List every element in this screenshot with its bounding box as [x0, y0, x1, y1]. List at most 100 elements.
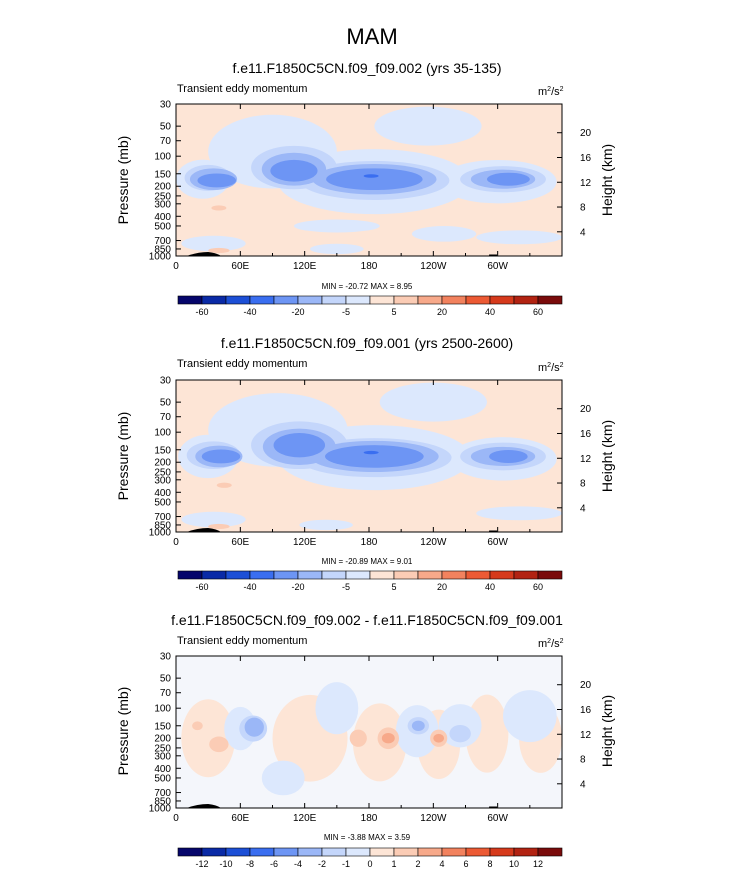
colorbar-swatch	[489, 295, 515, 305]
colorbar-swatch	[177, 847, 203, 857]
colorbar-swatch	[465, 295, 491, 305]
contour-region	[489, 449, 528, 463]
colorbar-swatch	[177, 295, 203, 305]
min-max-stats: MIN = -20.72 MAX = 8.95	[322, 282, 413, 291]
colorbar-label: 2	[415, 859, 420, 869]
colorbar-swatch	[369, 295, 395, 305]
colorbar-swatch	[393, 295, 419, 305]
colorbar-swatch	[489, 847, 515, 857]
colorbar-swatch	[513, 295, 539, 305]
y-tick-label: 300	[154, 475, 171, 486]
y-tick-label: 850	[154, 244, 171, 255]
x-tick-label: 120W	[420, 261, 447, 272]
y2-tick-label: 8	[580, 203, 586, 214]
panel-title: f.e11.F1850C5CN.f09_f09.001 (yrs 2500-26…	[221, 335, 513, 351]
colorbar-swatch	[465, 570, 491, 580]
colorbar-label: 1	[391, 859, 396, 869]
colorbar-label: 0	[367, 859, 372, 869]
y-tick-label: 200	[154, 734, 171, 745]
y-tick-label: 250	[154, 191, 171, 202]
min-max-stats: MIN = -3.88 MAX = 3.59	[324, 833, 411, 842]
colorbar-swatch	[249, 295, 275, 305]
colorbar-label: 5	[391, 307, 396, 317]
colorbar-label: -8	[246, 859, 254, 869]
colorbar-swatch	[513, 570, 539, 580]
colorbar-swatch	[417, 847, 443, 857]
colorbar-swatch	[465, 847, 491, 857]
y-tick-label: 200	[154, 182, 171, 193]
terrain	[489, 530, 498, 532]
y-tick-label: 70	[160, 688, 172, 699]
colorbar-swatch	[537, 570, 563, 580]
y-tick-label: 500	[154, 497, 171, 508]
colorbar-swatch	[345, 847, 371, 857]
y-tick-label: 400	[154, 488, 171, 499]
y2-tick-label: 20	[580, 680, 592, 691]
colorbar-swatch	[321, 295, 347, 305]
contour-region	[208, 247, 230, 254]
figure-title: MAM	[346, 24, 397, 49]
y2-tick-label: 8	[580, 479, 586, 490]
y-tick-label: 100	[154, 704, 171, 715]
panel-subtitle: Transient eddy momentum	[177, 83, 307, 95]
colorbar-swatch	[537, 295, 563, 305]
x-tick-label: 120W	[420, 537, 447, 548]
y-tick-label: 1000	[149, 252, 172, 263]
colorbar-label: -10	[219, 859, 232, 869]
y2-tick-label: 8	[580, 755, 586, 766]
colorbar-swatch	[537, 847, 563, 857]
axes: 3050701001502002503004005007008501000481…	[149, 100, 592, 273]
colorbar-swatch	[369, 847, 395, 857]
y-tick-label: 30	[160, 652, 172, 663]
contour-region	[273, 433, 326, 458]
colorbar-label: -6	[270, 859, 278, 869]
y-tick-label: 700	[154, 236, 171, 247]
terrain	[186, 804, 222, 808]
x-tick-label: 120E	[293, 537, 317, 548]
y2-axis-label: Height (km)	[599, 695, 615, 767]
y-tick-label: 150	[154, 721, 171, 732]
contour-region	[486, 172, 530, 186]
colorbar-swatch	[297, 847, 323, 857]
colorbar-label: 10	[509, 859, 519, 869]
contour-region	[197, 173, 237, 188]
y-tick-label: 100	[154, 428, 171, 439]
contour-region	[261, 760, 305, 796]
y-tick-label: 700	[154, 788, 171, 799]
colorbar-label: 40	[485, 307, 495, 317]
contour-region	[211, 205, 227, 211]
y-tick-label: 400	[154, 212, 171, 223]
colorbar-swatch	[225, 295, 251, 305]
y-tick-label: 250	[154, 467, 171, 478]
contour-region	[476, 230, 562, 245]
colorbar-swatch	[393, 570, 419, 580]
y-tick-label: 850	[154, 796, 171, 807]
y-tick-label: 150	[154, 445, 171, 456]
contour-region	[299, 519, 353, 531]
colorbar-label: 60	[533, 582, 543, 592]
units-label: m2/s2	[538, 638, 564, 650]
y2-tick-label: 12	[580, 178, 592, 189]
y-tick-label: 50	[160, 674, 172, 685]
x-tick-label: 120W	[420, 813, 447, 824]
colorbar-label: -20	[291, 582, 304, 592]
y-tick-label: 300	[154, 199, 171, 210]
y-tick-label: 500	[154, 221, 171, 232]
y2-tick-label: 4	[580, 503, 586, 514]
colorbar-swatch	[177, 570, 203, 580]
x-tick-label: 180	[361, 261, 378, 272]
contour-plot	[176, 380, 562, 532]
y2-axis-label: Height (km)	[599, 144, 615, 216]
panel-title: f.e11.F1850C5CN.f09_f09.002 (yrs 35-135)	[232, 60, 501, 76]
panel-1: f.e11.F1850C5CN.f09_f09.002 (yrs 35-135)…	[115, 60, 615, 317]
panel-2: f.e11.F1850C5CN.f09_f09.001 (yrs 2500-26…	[115, 335, 615, 592]
colorbar-swatch	[393, 847, 419, 857]
colorbar-swatch	[417, 570, 443, 580]
contour-region	[315, 682, 359, 735]
y2-tick-label: 12	[580, 730, 592, 741]
terrain	[186, 528, 222, 532]
contour-region	[201, 449, 241, 464]
contour-region	[363, 174, 379, 178]
colorbar-label: -1	[342, 859, 350, 869]
x-tick-label: 180	[361, 537, 378, 548]
